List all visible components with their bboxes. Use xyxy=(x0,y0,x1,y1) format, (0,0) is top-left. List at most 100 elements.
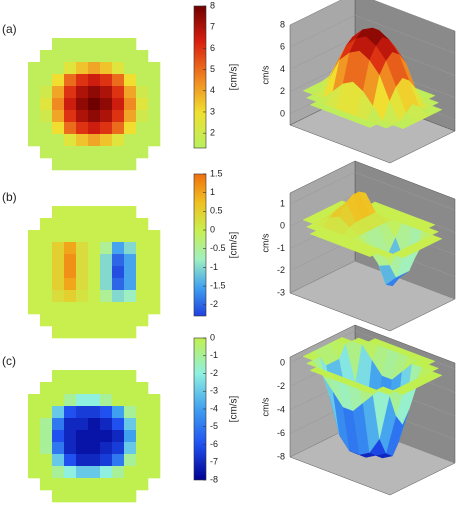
colorbar-tick-label: 3 xyxy=(210,106,215,116)
z-tick-label: -4 xyxy=(277,404,285,414)
heatmap-cell xyxy=(124,442,137,455)
heatmap-cell xyxy=(148,394,161,407)
heatmap-cell xyxy=(112,394,125,407)
heatmap-cell xyxy=(148,302,161,315)
heatmap-cell xyxy=(148,266,161,279)
heatmap-cell xyxy=(124,146,137,159)
heatmap-cell xyxy=(52,74,65,87)
heatmap-cell xyxy=(100,302,113,315)
heatmap-cell xyxy=(112,442,125,455)
colorbar-tick-label: 8 xyxy=(210,0,215,10)
heatmap-cell xyxy=(76,158,89,171)
surface-patch xyxy=(392,387,411,395)
heatmap-cell xyxy=(64,418,77,431)
heatmap-cell xyxy=(148,466,161,479)
colorbar-tick-label: -1.5 xyxy=(210,280,226,290)
heatmap-cell xyxy=(100,230,113,243)
heatmap-cell xyxy=(136,466,149,479)
heatmap-cell xyxy=(76,74,89,87)
colorbar-tick-label: 6 xyxy=(210,43,215,53)
heatmap-cell xyxy=(124,62,137,75)
heatmap-cell xyxy=(64,242,77,255)
heatmap-cell xyxy=(124,302,137,315)
heatmap-cell xyxy=(40,314,53,327)
heatmap-cell xyxy=(124,134,137,147)
heatmap-cell xyxy=(40,98,53,111)
heatmap-cell xyxy=(40,454,53,467)
colorbar-tick-label: 4 xyxy=(210,85,215,95)
heatmap-cell xyxy=(52,98,65,111)
colorbar-label: [cm/s] xyxy=(229,63,240,90)
heatmap-cell xyxy=(40,110,53,123)
heatmap-cell xyxy=(64,290,77,303)
heatmap-cell xyxy=(148,430,161,443)
heatmap-cell xyxy=(124,454,137,467)
heatmap-cell xyxy=(148,230,161,243)
colorbar-tick-label: -2 xyxy=(210,299,218,309)
heatmap-cell xyxy=(76,466,89,479)
heatmap-cell xyxy=(28,466,41,479)
heatmap-cell xyxy=(148,418,161,431)
heatmap-cell xyxy=(28,394,41,407)
heatmap-cell xyxy=(124,394,137,407)
heatmap-cell xyxy=(88,242,101,255)
heatmap-cell xyxy=(124,370,137,383)
heatmap-cell xyxy=(112,146,125,159)
heatmap-cell xyxy=(88,110,101,123)
colorbar-tick-label: 0 xyxy=(210,332,215,342)
heatmap-cell xyxy=(64,98,77,111)
heatmap-cell xyxy=(52,110,65,123)
heatmap-cell xyxy=(64,74,77,87)
heatmap-cell xyxy=(64,206,77,219)
colorbar-tick-label: 1.5 xyxy=(210,168,223,178)
heatmap-cell xyxy=(112,242,125,255)
heatmap-cell xyxy=(28,62,41,75)
heatmap-cell xyxy=(64,442,77,455)
heatmap-cell xyxy=(76,394,89,407)
heatmap-cell xyxy=(124,158,137,171)
heatmap-cell xyxy=(64,86,77,99)
heatmap-cell xyxy=(88,134,101,147)
heatmap-cell xyxy=(148,290,161,303)
heatmap-cell xyxy=(136,242,149,255)
heatmap-cell xyxy=(64,62,77,75)
heatmap-cell xyxy=(148,242,161,255)
heatmap-cell xyxy=(40,418,53,431)
colorbar xyxy=(193,173,207,317)
surface-patch xyxy=(359,120,378,128)
heatmap-cell xyxy=(136,134,149,147)
heatmap-cell xyxy=(100,122,113,135)
heatmap-cell xyxy=(28,254,41,267)
z-axis-label: cm/s xyxy=(260,397,270,416)
heatmap-cell xyxy=(100,478,113,491)
heatmap-cell xyxy=(64,466,77,479)
heatmap-cell xyxy=(88,490,101,503)
heatmap-cell xyxy=(76,266,89,279)
heatmap-cell xyxy=(76,230,89,243)
heatmap-cell xyxy=(76,430,89,443)
heatmap-cell xyxy=(76,406,89,419)
heatmap-cell xyxy=(100,490,113,503)
heatmap-cell xyxy=(52,146,65,159)
heatmap-cell xyxy=(52,134,65,147)
heatmap-cell xyxy=(88,86,101,99)
heatmap-cell xyxy=(100,242,113,255)
panel-label: (c) xyxy=(2,354,16,368)
heatmap-cell xyxy=(64,254,77,267)
heatmap-cell xyxy=(100,430,113,443)
heatmap-cell xyxy=(136,110,149,123)
heatmap-cell xyxy=(52,38,65,51)
heatmap-cell xyxy=(52,290,65,303)
heatmap-cell xyxy=(40,382,53,395)
heatmap-cell xyxy=(40,302,53,315)
heatmap-cell xyxy=(64,382,77,395)
heatmap-cell xyxy=(136,98,149,111)
grid-line xyxy=(289,14,456,54)
heatmap-cell xyxy=(52,62,65,75)
heatmap-cell xyxy=(136,266,149,279)
surface-patch xyxy=(392,250,411,259)
heatmap-cell xyxy=(64,490,77,503)
heatmap-cell xyxy=(148,110,161,123)
heatmap-cell xyxy=(76,370,89,383)
